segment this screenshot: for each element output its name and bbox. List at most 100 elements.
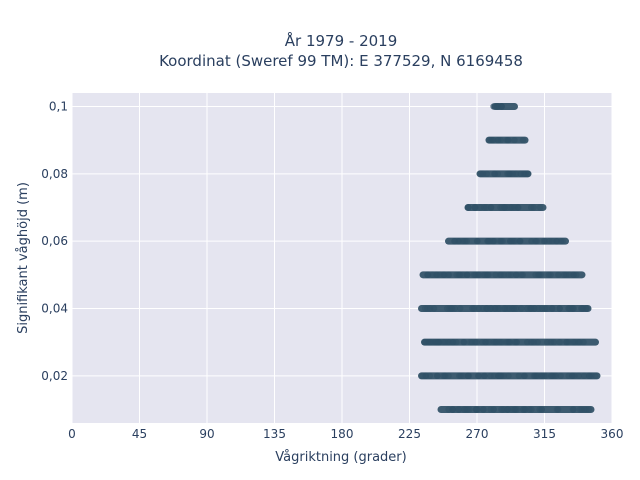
data-point: [453, 338, 460, 346]
data-point: [422, 372, 429, 380]
data-point: [456, 372, 463, 380]
data-point: [508, 406, 515, 413]
y-tick-label: 0,08: [41, 167, 68, 181]
data-point: [505, 372, 512, 380]
data-point: [519, 136, 527, 144]
data-point: [448, 305, 455, 312]
data-point: [586, 372, 593, 380]
data-point: [538, 406, 545, 413]
data-point: [498, 103, 505, 110]
data-point: [473, 406, 480, 413]
x-tick-label: 360: [601, 427, 624, 441]
data-point: [540, 237, 547, 245]
x-tick-labels: 0 45 90 135 180 225 270 315 360: [68, 427, 623, 441]
data-point: [523, 338, 531, 346]
data-point: [483, 170, 491, 178]
data-point: [490, 406, 497, 413]
data-point: [532, 271, 539, 279]
data-point: [556, 338, 563, 346]
x-axis-label: Vågriktning (grader): [275, 450, 406, 465]
data-point: [534, 338, 541, 346]
x-tick-label: 45: [132, 427, 147, 441]
data-point: [445, 406, 452, 413]
data-point: [487, 372, 494, 380]
data-point: [585, 406, 593, 413]
data-point: [470, 271, 478, 279]
data-point: [491, 170, 498, 178]
data-point: [498, 271, 505, 279]
data-point: [540, 372, 548, 380]
data-point: [506, 338, 514, 346]
data-point: [536, 204, 544, 211]
data-point: [424, 305, 431, 312]
data-point: [479, 406, 487, 413]
data-point: [534, 372, 541, 380]
data-point: [464, 372, 472, 380]
data-point: [495, 136, 502, 144]
data-point: [578, 305, 585, 312]
data-point: [433, 271, 440, 279]
data-point: [469, 305, 476, 312]
data-point: [485, 237, 493, 245]
data-point: [527, 305, 535, 312]
data-point: [463, 237, 471, 245]
data-point: [515, 204, 522, 211]
data-point: [541, 305, 548, 312]
data-point: [518, 305, 525, 312]
data-point: [528, 406, 535, 413]
x-tick-label: 180: [331, 427, 354, 441]
data-points: [418, 102, 601, 414]
data-point: [575, 338, 582, 346]
data-point: [549, 237, 556, 245]
data-point: [460, 338, 468, 346]
data-point: [481, 372, 488, 380]
x-tick-label: 135: [263, 427, 286, 441]
chart-title-line2: Koordinat (Sweref 99 TM): E 377529, N 61…: [159, 52, 523, 70]
data-point: [487, 204, 495, 211]
data-point: [457, 305, 464, 312]
x-tick-label: 270: [466, 427, 489, 441]
data-point: [449, 406, 457, 413]
data-point: [480, 271, 487, 279]
data-point: [583, 305, 590, 312]
data-point: [473, 237, 481, 245]
data-point: [575, 372, 582, 380]
data-point: [426, 338, 433, 346]
y-axis-label: Signifikant våghöjd (m): [16, 182, 31, 334]
y-tick-label: 0,04: [41, 302, 68, 316]
y-tick-label: 0,02: [41, 369, 68, 383]
data-point: [433, 372, 441, 380]
data-point: [499, 237, 506, 245]
data-point: [489, 136, 496, 144]
data-point: [556, 305, 563, 312]
data-point: [465, 204, 472, 211]
data-point: [475, 372, 482, 380]
data-point: [440, 271, 448, 279]
x-tick-label: 90: [199, 427, 214, 441]
data-point: [445, 372, 452, 380]
data-point: [511, 338, 519, 346]
data-point: [517, 237, 524, 245]
data-point: [512, 305, 520, 312]
data-point: [581, 406, 588, 413]
data-point: [503, 305, 511, 312]
data-point: [547, 372, 555, 380]
data-point: [473, 338, 480, 346]
data-point: [548, 305, 555, 312]
data-point: [565, 338, 572, 346]
data-point: [504, 136, 512, 144]
data-point: [460, 406, 468, 413]
data-point: [533, 237, 540, 245]
data-point: [555, 271, 562, 279]
data-point: [511, 136, 518, 144]
data-point: [487, 305, 495, 312]
data-point: [515, 372, 523, 380]
data-point: [559, 237, 567, 245]
data-point: [477, 204, 484, 211]
data-point: [441, 338, 449, 346]
data-point: [527, 204, 535, 211]
data-point: [453, 271, 460, 279]
data-point: [505, 271, 512, 279]
data-point: [490, 103, 497, 110]
